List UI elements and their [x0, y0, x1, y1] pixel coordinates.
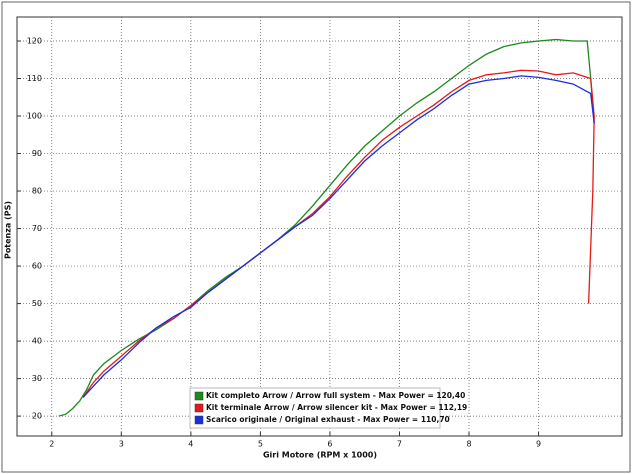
- x-axis-title: Giri Motore (RPM x 1000): [263, 451, 377, 460]
- legend-label: Scarico originale / Original exhaust - M…: [206, 415, 450, 424]
- legend-swatch: [194, 391, 204, 401]
- y-tick-label: 50: [32, 299, 42, 308]
- series-line: [82, 75, 595, 398]
- y-axis-title: Potenza (PS): [4, 201, 13, 259]
- y-tick-label: 80: [32, 187, 42, 196]
- plot-area: [16, 16, 623, 437]
- y-tick-label: 30: [32, 374, 42, 383]
- x-tick-label: 6: [327, 440, 332, 449]
- y-tick-label: 120: [27, 37, 42, 46]
- x-tick-label: 4: [188, 440, 193, 449]
- x-tick-label: 7: [397, 440, 402, 449]
- legend-swatch: [194, 415, 204, 425]
- x-tick-label: 8: [466, 440, 471, 449]
- y-tick-label: 40: [32, 337, 42, 346]
- y-tick-label: 100: [27, 112, 42, 121]
- y-tick-label: 70: [32, 224, 42, 233]
- y-tick-label: 20: [32, 412, 42, 421]
- y-tick-label: 110: [27, 74, 42, 83]
- x-tick-label: 5: [258, 440, 263, 449]
- legend-label: Kit terminale Arrow / Arrow silencer kit…: [206, 403, 467, 412]
- y-tick-label: 60: [32, 262, 42, 271]
- x-tick-label: 2: [49, 440, 54, 449]
- legend-swatch: [194, 403, 204, 413]
- series-line: [82, 69, 595, 398]
- y-tick-label: 90: [32, 149, 42, 158]
- legend-box: [189, 387, 441, 429]
- legend-label: Kit completo Arrow / Arrow full system -…: [206, 391, 465, 400]
- x-tick-label: 3: [119, 440, 124, 449]
- series-line: [58, 38, 595, 417]
- x-tick-label: 9: [536, 440, 541, 449]
